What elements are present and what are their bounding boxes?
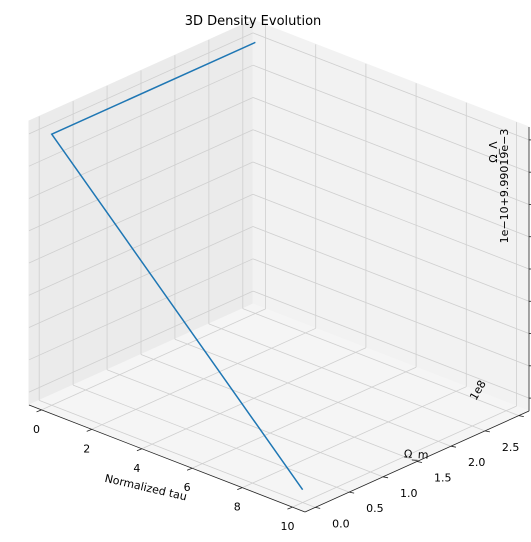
x-tick-mark xyxy=(136,448,143,452)
z-grid-line xyxy=(252,64,530,173)
y-tick-mark xyxy=(450,445,457,448)
x-tick-label: 6 xyxy=(184,481,191,494)
z-grid-line xyxy=(28,258,254,361)
y-tick-mark xyxy=(349,491,355,494)
z-axis-ticks: 70.0070.2570.5070.7571.0071.2571.5071.75… xyxy=(529,139,531,399)
y-axis-label: Ω_m xyxy=(404,447,429,461)
axes-panes xyxy=(27,19,531,513)
x-tick-mark xyxy=(287,506,293,510)
z-axis-label: Ω_Λ xyxy=(487,141,500,163)
z-grid-line xyxy=(28,64,254,167)
z-grid-line xyxy=(252,161,530,270)
x-tick-label: 0 xyxy=(33,423,40,436)
y-axis-ticks: 0.00.51.01.52.02.53.0 xyxy=(315,415,524,530)
x-tick-label: 2 xyxy=(83,442,90,455)
x-tick-label: 8 xyxy=(234,501,241,514)
z-grid-line xyxy=(252,32,530,141)
z-grid-line xyxy=(28,32,254,135)
x-tick-mark xyxy=(186,467,193,471)
chart-title: 3D Density Evolution xyxy=(185,14,322,29)
z-grid-line xyxy=(28,97,254,199)
z-grid-line xyxy=(28,161,254,264)
grid-lines xyxy=(28,24,530,508)
z-grid-line xyxy=(28,290,254,393)
y-grid-line xyxy=(39,400,316,508)
z-grid-line xyxy=(252,193,530,302)
y-grid-line xyxy=(242,308,519,416)
z-grid-line xyxy=(28,193,254,296)
y-tick-label: 0.5 xyxy=(366,502,384,515)
y-grid-line xyxy=(140,354,418,462)
data-series xyxy=(50,41,304,491)
y-tick-mark xyxy=(315,507,321,509)
z-grid-line xyxy=(252,258,530,367)
y-tick-mark xyxy=(382,476,389,479)
y-grid-line xyxy=(106,369,384,478)
y-tick-label: 0.0 xyxy=(332,517,350,530)
z-grid-line xyxy=(252,226,530,334)
y-tick-label: 2.5 xyxy=(502,441,520,454)
x-tick-mark xyxy=(237,487,243,491)
z-axis-offset-text: 1e−10+9.99019e−3 xyxy=(498,129,511,244)
z-grid-line xyxy=(28,129,254,232)
x-axis-label: Normalized tau xyxy=(103,472,188,504)
y-tick-mark xyxy=(416,461,423,463)
y-tick-label: 2.0 xyxy=(468,456,486,469)
x-tick-mark xyxy=(86,428,92,432)
series-line xyxy=(50,41,304,491)
y-grid-line xyxy=(208,323,486,432)
z-grid-line xyxy=(252,129,530,238)
y-tick-mark xyxy=(484,430,490,433)
y-grid-line xyxy=(174,338,452,447)
x-tick-label: 10 xyxy=(280,520,294,533)
x-tick-mark xyxy=(36,409,42,413)
z-grid-line xyxy=(252,97,530,205)
x-tick-label: 4 xyxy=(133,462,140,475)
x-axis-line xyxy=(28,404,306,513)
z-grid-line xyxy=(252,290,530,399)
y-tick-label: 1.0 xyxy=(400,487,418,500)
z-grid-line xyxy=(28,226,254,328)
y-grid-line xyxy=(72,384,350,493)
y-tick-label: 1.5 xyxy=(434,472,452,485)
y-tick-mark xyxy=(518,415,524,417)
x-axis-ticks: 0 2 4 6 8 10 xyxy=(33,409,294,533)
